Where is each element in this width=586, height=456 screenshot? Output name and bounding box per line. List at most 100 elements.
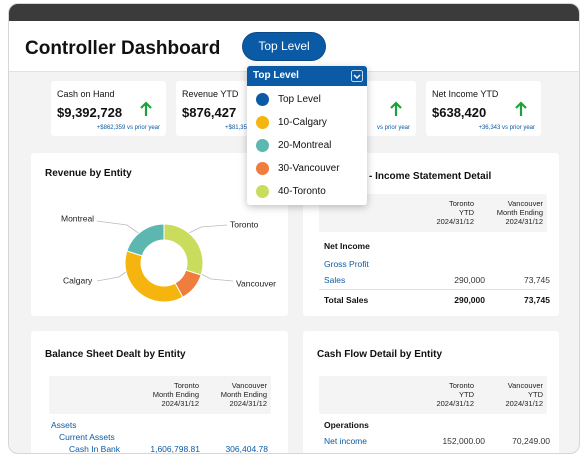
text-line: 2024/31/12 [436,217,474,226]
kpi-card: Net Income YTD $638,420 +36,343 vs prior… [426,81,541,136]
text-line: 2024/31/12 [505,399,543,408]
panel-title: Balance Sheet Dealt by Entity [45,349,186,360]
row-label: Net Income [324,241,370,251]
column-header: Vancouver Month Ending 2024/31/12 [497,199,543,226]
text-line: Vancouver [507,199,543,208]
text-line: Month Ending [152,390,199,399]
donut-slice [126,223,165,257]
dropdown-selected: Top Level [253,70,299,81]
leader-line [188,224,228,234]
slice-label: Vancouver [236,278,276,288]
cell-value: 290,000 [454,295,485,305]
row-label: Operations [324,420,369,430]
row-label[interactable]: Net income [324,436,367,446]
dropdown-option[interactable]: 30-Vancouver [247,159,367,179]
row-label[interactable]: Cash In Bank [69,444,121,454]
kpi-value: $876,427 [182,105,237,120]
color-dot [256,116,269,129]
text-line: Toronto [448,199,474,208]
balance-panel: Balance Sheet Dealt by Entity Toronto Mon… [31,331,288,454]
text-line: 2024/31/12 [161,399,199,408]
kpi-label: Revenue YTD [182,89,239,99]
text-line: Toronto [173,381,199,390]
kpi-change: +36,343 vs prior year [478,125,535,131]
row-rule [319,289,547,290]
leader-line [96,220,142,236]
table-header: Toronto Month Ending 2024/31/12 Vancouver M… [49,376,271,414]
cell-value: 70,249.00 [512,436,550,446]
header: Controller Dashboard Top Level [9,21,579,72]
cell-value: 73,745 [524,295,550,305]
leader-line [198,272,234,282]
leader-line [96,270,128,282]
slice-label: Toronto [230,219,259,229]
option-label: 10-Calgary [278,117,327,128]
text-line: Month Ending [496,208,543,217]
cell-value: 1,606,798.81 [150,444,200,454]
cell-value: 306,404.78 [225,444,268,454]
up-arrow [515,101,527,116]
up-arrow [390,101,402,116]
entity-button[interactable]: Top Level [243,33,325,60]
panel-title: - Income Statement Detail [369,171,492,182]
kpi-change: +$862,359 vs prior year [96,125,160,131]
text-line: 2024/31/12 [436,399,474,408]
text-line: Vancouver [507,381,543,390]
donut-slice [124,250,184,303]
text-line: YTD [528,390,543,399]
up-arrow [140,101,152,116]
cell-value: 290,000 [454,275,485,285]
row-label[interactable]: Assets [51,420,77,430]
dropdown-option[interactable]: 40-Toronto [247,182,367,202]
text-line: Month Ending [220,390,267,399]
option-label: Top Level [278,94,321,105]
donut-chart: Montreal Toronto Calgary Vancouver [61,213,276,303]
kpi-card: Cash on Hand $9,392,728 +$862,359 vs pri… [51,81,166,136]
row-label: Total Sales [324,295,369,305]
option-label: 30-Vancouver [278,163,340,174]
dashboard-title: Controller Dashboard [25,38,221,59]
slice-label: Montreal [61,213,94,223]
panel-title: Cash Flow Detail by Entity [317,349,443,360]
option-label: 40-Toronto [278,186,326,197]
column-header: Toronto YTD 2024/31/12 [436,381,474,408]
kpi-label: Net Income YTD [432,89,499,99]
kpi-label: Cash on Hand [57,89,115,99]
text-line: Toronto [448,381,474,390]
cell-value: 73,745 [524,275,550,285]
text-line: 2024/31/12 [229,399,267,408]
dropdown-option[interactable]: 10-Calgary [247,113,367,133]
table-header: Toronto YTD 2024/31/12 Vancouver YTD 2024/31… [319,376,547,414]
kpi-change: vs prior year [376,125,410,131]
column-header: Toronto Month Ending 2024/31/12 [153,381,199,408]
text-line: 2024/31/12 [505,217,543,226]
donut-slice [163,223,204,276]
column-header: Vancouver Month Ending 2024/31/12 [221,381,267,408]
cashflow-panel: Cash Flow Detail by Entity Toronto YTD 202… [303,331,559,453]
cell-value: 152,000.00 [442,436,485,446]
row-label[interactable]: Current Assets [59,432,115,442]
color-dot [256,139,269,152]
slice-label: Calgary [63,275,93,285]
color-dot [256,185,269,198]
panel-title: Revenue by Entity [45,168,132,179]
dropdown-option[interactable]: Top Level [247,90,367,110]
column-header: Vancouver YTD 2024/31/12 [505,381,543,408]
row-label[interactable]: Gross Profit [324,259,369,269]
top-bar [9,4,579,21]
column-header: Toronto YTD 2024/31/12 [436,199,474,226]
color-dot [256,93,269,106]
text-line: YTD [459,208,474,217]
kpi-value: $9,392,728 [57,105,123,120]
entity-dropdown: Top Level Top Level 10-Calgary 20-Montreal… [247,66,367,205]
text-line: YTD [459,390,474,399]
color-dot [256,162,269,175]
text-line: Vancouver [231,381,267,390]
row-label[interactable]: Sales [324,275,346,285]
dropdown-header[interactable]: Top Level [247,66,367,86]
dropdown-option[interactable]: 20-Montreal [247,136,367,156]
option-label: 20-Montreal [278,140,332,151]
kpi-value: $638,420 [432,105,487,120]
chevron [351,70,363,82]
